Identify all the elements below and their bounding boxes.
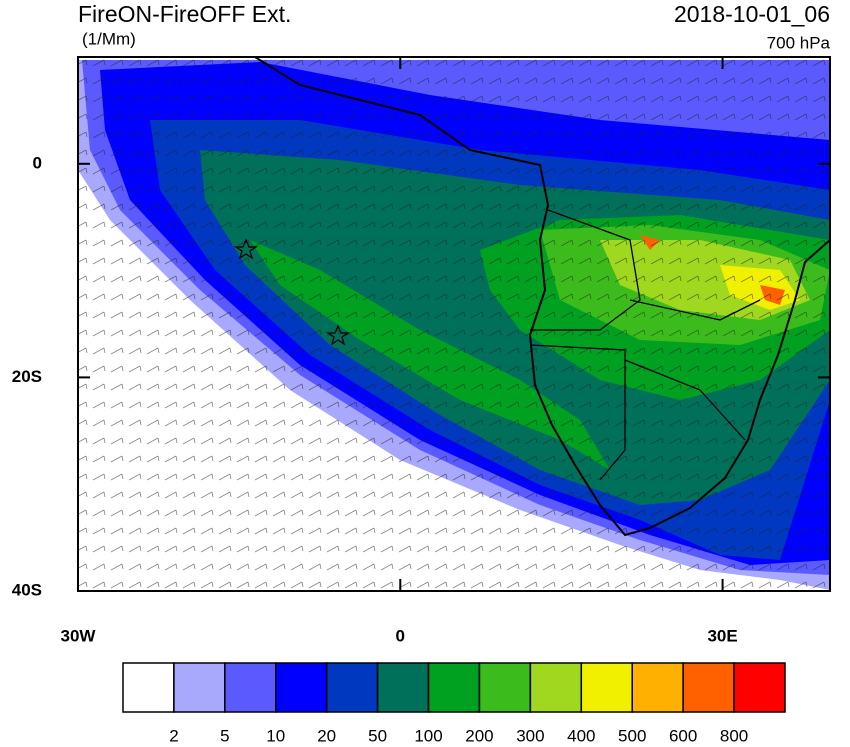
colorbar-swatch xyxy=(580,662,633,713)
colorbar-label: 10 xyxy=(266,726,285,745)
colorbar-label: 100 xyxy=(414,726,442,745)
level: 700 hPa xyxy=(767,33,831,52)
colorbar-label: 2 xyxy=(169,726,178,745)
colorbar-swatch xyxy=(224,662,277,713)
colorbar-label: 600 xyxy=(669,726,697,745)
colorbar-swatch xyxy=(275,662,328,713)
y-tick-label: 40S xyxy=(12,580,42,599)
axes: 30W 0 30E 0 20S 40S xyxy=(12,57,830,645)
colorbar-label: 500 xyxy=(618,726,646,745)
x-tick-label: 30W xyxy=(61,626,97,645)
colorbar-swatch xyxy=(173,662,226,713)
colorbar-swatch xyxy=(122,662,175,713)
colorbar-swatch xyxy=(478,662,532,713)
colorbar-label: 20 xyxy=(317,726,336,745)
colorbar-label: 400 xyxy=(567,726,595,745)
x-tick-label: 0 xyxy=(396,626,405,645)
colorbar-label: 300 xyxy=(516,726,544,745)
map-field xyxy=(78,57,830,591)
x-tick-label: 30E xyxy=(707,626,737,645)
colorbar-swatch xyxy=(682,662,735,713)
colorbar-label: 50 xyxy=(368,726,387,745)
colorbar: 2 5 10 20 50 100 200 300 400 500 600 800 xyxy=(122,662,786,745)
colorbar-swatch xyxy=(733,662,786,713)
colorbar-label: 800 xyxy=(720,726,748,745)
units: (1/Mm) xyxy=(82,29,136,48)
colorbar-swatch xyxy=(529,662,583,713)
plot-frame xyxy=(77,56,831,592)
colorbar-swatch xyxy=(427,662,481,713)
colorbar-label: 5 xyxy=(220,726,229,745)
map-title: FireON-FireOFF Ext. xyxy=(78,1,291,27)
y-tick-label: 0 xyxy=(33,153,42,172)
colorbar-swatch xyxy=(376,662,430,713)
time: 2018-10-01_06 xyxy=(674,1,830,27)
y-tick-label: 20S xyxy=(12,367,42,386)
colorbar-label: 200 xyxy=(465,726,493,745)
colorbar-swatch xyxy=(631,662,684,713)
colorbar-swatch xyxy=(325,662,379,713)
